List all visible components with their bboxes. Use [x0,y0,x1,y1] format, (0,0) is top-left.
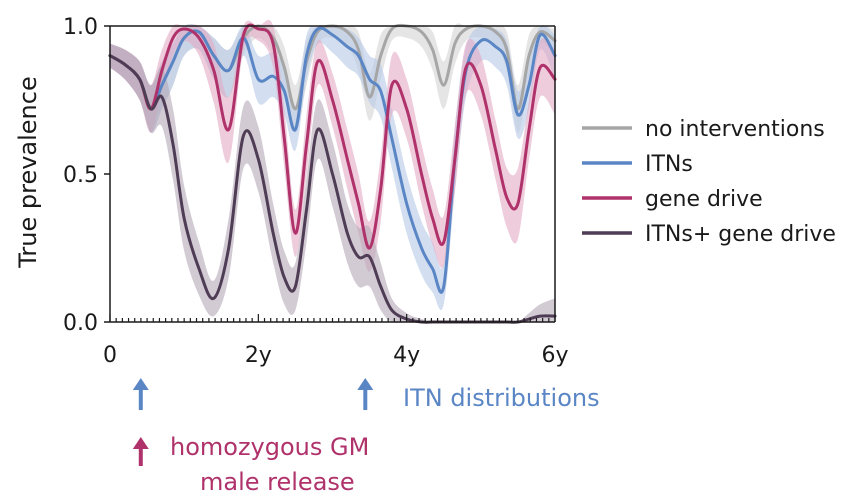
series-line-1 [108,26,557,294]
confidence-bands [110,19,555,323]
gm-release-arrow-icon [132,437,149,466]
arrow-head [357,378,374,390]
legend-label: ITNs+ gene drive [645,222,836,247]
x-tick-label: 0 [103,343,117,368]
confidence-band-3 [110,43,555,323]
legend-label: no interventions [645,117,825,142]
annotation-gm-release-line1: homozygous GM [170,433,369,461]
arrow-head [132,378,149,390]
itn-arrow-icon [132,378,149,410]
y-tick-label: 1.0 [63,15,98,40]
legend-label: gene drive [645,187,763,212]
annotation-itn-distributions: ITN distributions [403,384,600,412]
y-tick-label: 0.5 [63,163,98,188]
y-tick-label: 0.0 [63,311,98,336]
ticks: 0 2y 4y 6y 0.0 0.5 1.0 [63,15,569,368]
legend-label: ITNs [645,152,693,177]
confidence-band-2 [110,19,555,272]
series-line-2 [108,23,557,250]
itn-arrow-icon [357,378,374,410]
x-tick-label: 6y [541,343,568,368]
arrow-head [132,437,149,449]
annotations: homozygous GM male release ITN distribut… [132,378,600,496]
y-axis-title: True prevalence [14,76,42,268]
x-tick-label: 2y [245,343,272,368]
legend: no interventions ITNs gene drive ITNs+ gene… [582,117,836,247]
x-tick-label: 4y [393,343,420,368]
annotation-gm-release-line2: male release [200,468,355,496]
